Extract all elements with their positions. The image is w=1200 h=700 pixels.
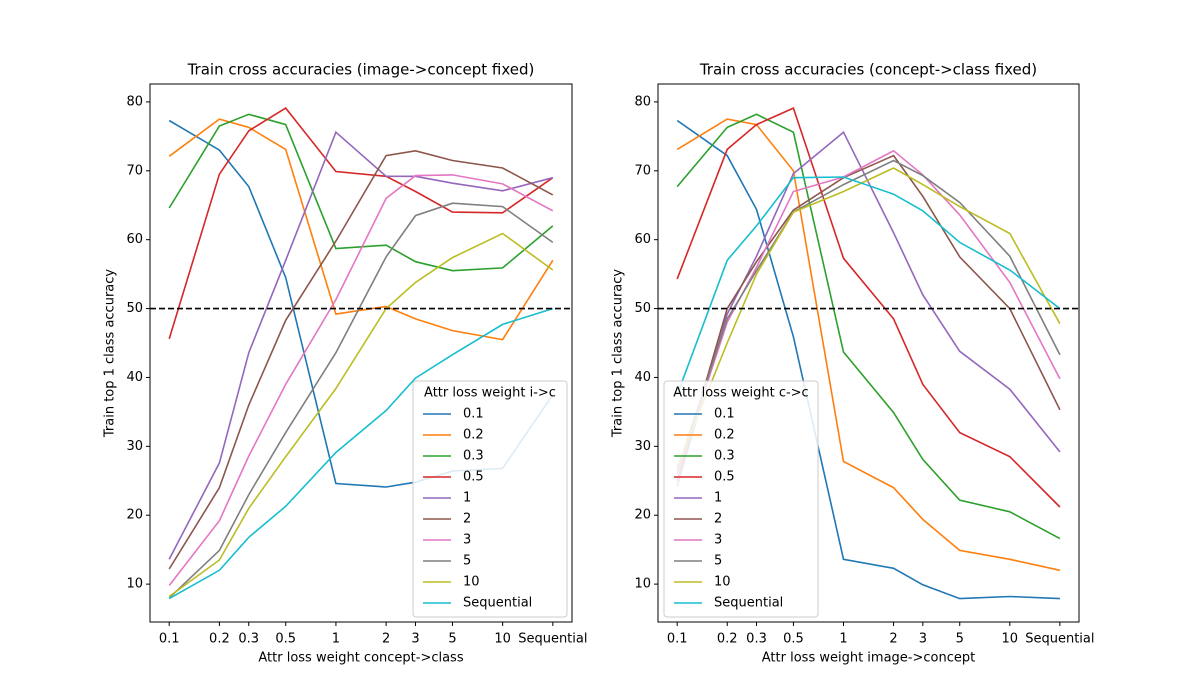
- legend-label: Sequential: [463, 596, 532, 611]
- chart-title: Train cross accuracies (image->concept f…: [187, 61, 535, 79]
- y-tick-label: 30: [634, 439, 651, 454]
- legend-title: Attr loss weight c->c: [673, 386, 808, 401]
- legend-label: 0.1: [714, 407, 735, 422]
- legend-label: 0.3: [463, 449, 484, 464]
- series-line: [168, 202, 554, 599]
- series-line: [676, 154, 1061, 482]
- legend-label: 0.2: [463, 428, 484, 443]
- legend-label: 0.5: [714, 470, 735, 485]
- x-tick-label: 2: [889, 632, 897, 647]
- y-tick-label: 70: [126, 163, 143, 178]
- legend-label: 0.3: [714, 449, 735, 464]
- legend-box: [663, 380, 819, 618]
- subplot: Train cross accuracies (concept->class f…: [611, 61, 1095, 666]
- series-line: [168, 130, 554, 560]
- x-tick-label: 2: [382, 632, 390, 647]
- x-axis-label: Attr loss weight image->concept: [762, 651, 975, 666]
- y-tick-label: 40: [126, 370, 143, 385]
- x-tick-label: 10: [494, 632, 511, 647]
- legend-label: 5: [714, 554, 722, 569]
- y-tick-label: 70: [634, 163, 651, 178]
- series-line: [676, 118, 1061, 572]
- x-tick-label: 0.1: [667, 632, 688, 647]
- legend-label: Sequential: [714, 596, 783, 611]
- x-tick-label: 0.5: [275, 632, 296, 647]
- y-tick-label: 40: [634, 370, 651, 385]
- series-line: [168, 174, 554, 586]
- x-tick-label: 3: [411, 632, 419, 647]
- series-line: [168, 149, 554, 570]
- legend-label: 3: [714, 533, 722, 548]
- y-tick-label: 60: [634, 232, 651, 247]
- x-tick-label: 3: [919, 632, 927, 647]
- y-tick-label: 20: [634, 508, 651, 523]
- chart-title: Train cross accuracies (concept->class f…: [699, 61, 1037, 79]
- legend-label: 0.1: [463, 407, 484, 422]
- series-line: [676, 113, 1061, 540]
- series-line: [168, 107, 554, 340]
- legend-label: 10: [714, 575, 731, 590]
- series-line: [168, 118, 554, 341]
- series-line: [676, 176, 1061, 395]
- y-tick-label: 60: [126, 232, 143, 247]
- x-tick-label: 0.3: [238, 632, 259, 647]
- legend-label: 1: [463, 491, 471, 506]
- y-tick-label: 10: [634, 577, 651, 592]
- x-tick-label: 0.2: [717, 632, 738, 647]
- y-tick-label: 50: [634, 301, 651, 316]
- x-tick-label: 0.5: [783, 632, 804, 647]
- x-axis-label: Attr loss weight concept->class: [258, 651, 463, 666]
- legend-label: 0.5: [463, 470, 484, 485]
- legend-label: 3: [463, 533, 471, 548]
- y-tick-label: 80: [126, 94, 143, 109]
- legend-title: Attr loss weight i->c: [424, 386, 556, 401]
- x-tick-label: Sequential: [518, 632, 587, 647]
- series-line: [168, 113, 554, 272]
- y-tick-label: 10: [126, 577, 143, 592]
- x-tick-label: 10: [1002, 632, 1019, 647]
- series-line: [168, 232, 554, 598]
- legend-label: 2: [463, 512, 471, 527]
- legend-label: 5: [463, 554, 471, 569]
- legend-label: 1: [714, 491, 722, 506]
- y-tick-label: 80: [634, 94, 651, 109]
- series-line: [676, 159, 1061, 471]
- x-tick-label: 1: [332, 632, 340, 647]
- axes-frame: [657, 83, 1080, 623]
- axes-frame: [149, 83, 573, 623]
- x-tick-label: 5: [448, 632, 456, 647]
- plot-lines: [676, 107, 1061, 600]
- subplot: Train cross accuracies (image->concept f…: [103, 61, 588, 666]
- series-line: [168, 307, 554, 600]
- legend-label: 10: [463, 575, 480, 590]
- legend-label: 2: [714, 512, 722, 527]
- x-tick-label: 0.3: [746, 632, 767, 647]
- legend-box: [412, 380, 568, 618]
- y-tick-label: 50: [126, 301, 143, 316]
- legend-label: 0.2: [714, 428, 735, 443]
- x-tick-label: 0.1: [159, 632, 180, 647]
- x-tick-label: 5: [956, 632, 964, 647]
- x-tick-label: 0.2: [209, 632, 230, 647]
- series-line: [676, 107, 1061, 508]
- plot-lines: [168, 107, 554, 600]
- y-axis-label: Train top 1 class accuracy: [103, 269, 118, 439]
- y-tick-label: 20: [126, 508, 143, 523]
- x-tick-label: Sequential: [1025, 632, 1094, 647]
- y-axis-label: Train top 1 class accuracy: [611, 269, 626, 439]
- series-line: [676, 119, 1060, 600]
- y-tick-label: 30: [126, 439, 143, 454]
- x-tick-label: 1: [839, 632, 847, 647]
